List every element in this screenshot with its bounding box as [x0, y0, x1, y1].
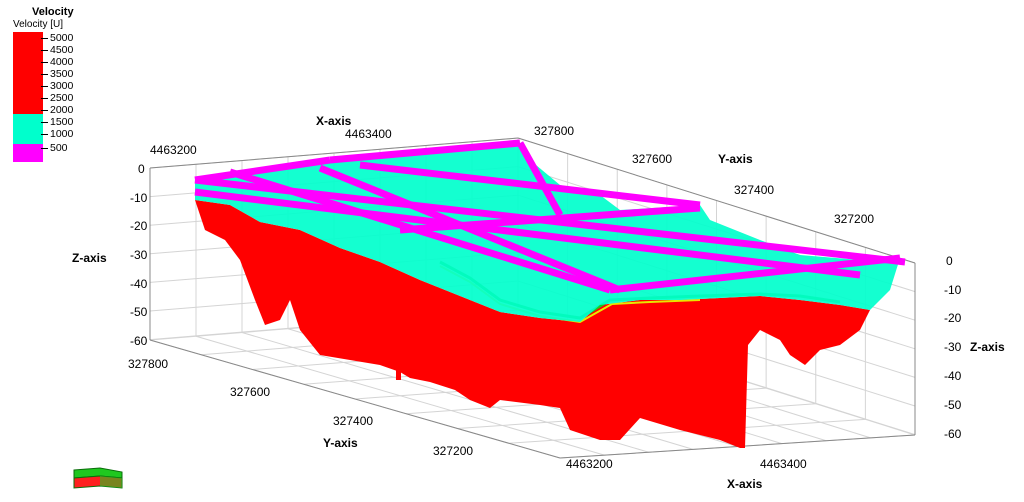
legend-band-cyan [13, 114, 43, 144]
y-axis-line-top [517, 137, 916, 264]
z-tick-left-5: -50 [130, 305, 148, 319]
y-tick-bottom-4: 327200 [433, 444, 473, 458]
legend-title: Velocity [32, 6, 74, 18]
x-tick-bottom-2: 4463400 [760, 457, 807, 471]
legend-band-magenta [13, 144, 43, 162]
z-tick-left-4: -40 [130, 277, 148, 291]
legend-tick-3000: 3000 [41, 81, 73, 92]
y-tick-top-3: 327400 [734, 183, 774, 197]
legend-tick-1000: 1000 [41, 129, 73, 140]
survey-line [194, 188, 861, 279]
z-tick-left-0: 0 [138, 162, 145, 176]
z-tick-right-6: -60 [944, 427, 962, 441]
y-tick-bottom-2: 327600 [230, 385, 270, 399]
x-tick-bottom-1: 4463200 [566, 457, 613, 471]
survey-line [609, 254, 901, 294]
red-spike [396, 338, 401, 380]
x-tick-top-2: 4463400 [345, 127, 392, 141]
y-axis-line-bottom [149, 339, 561, 459]
axis-labels: X-axis 4463200 4463400 327800 327600 Y-a… [72, 114, 1005, 491]
survey-line [318, 164, 622, 294]
survey-line [516, 141, 564, 217]
z-tick-right-3: -30 [944, 340, 962, 354]
z-tick-left-1: -10 [130, 191, 148, 205]
survey-line [194, 156, 331, 184]
y-tick-top-1: 327800 [534, 124, 574, 138]
z-axis-title-left: Z-axis [72, 251, 107, 265]
y-tick-bottom-1: 327800 [128, 357, 168, 371]
legend-color-bar [13, 32, 43, 162]
z-tick-left-6: -60 [130, 334, 148, 348]
z-tick-right-0: 0 [946, 254, 953, 268]
z-tick-left-3: -30 [130, 248, 148, 262]
legend-tick-500: 500 [41, 143, 68, 154]
legend-tick-5000: 5000 [41, 33, 73, 44]
x-axis-line-top [149, 137, 519, 169]
legend-tick-2500: 2500 [41, 93, 73, 104]
y-axis-title-bottom: Y-axis [323, 436, 358, 450]
z-tick-right-5: -50 [944, 398, 962, 412]
y-tick-top-2: 327600 [632, 152, 672, 166]
z-tick-right-2: -20 [944, 311, 962, 325]
legend-tick-2000: 2000 [41, 105, 73, 116]
legend-tick-3500: 3500 [41, 69, 73, 80]
y-tick-top-4: 327200 [834, 212, 874, 226]
x-tick-top-1: 4463200 [150, 143, 197, 157]
z-tick-left-2: -20 [130, 219, 148, 233]
x-axis-title-bottom: X-axis [727, 477, 763, 491]
y-tick-bottom-3: 327400 [333, 414, 373, 428]
legend-tick-1500: 1500 [41, 117, 73, 128]
red-body-shape [195, 200, 870, 448]
z-tick-right-1: -10 [944, 283, 962, 297]
velocity-legend: Velocity Velocity [U] 5000 4500 4000 350… [10, 4, 120, 164]
legend-tick-4500: 4500 [41, 45, 73, 56]
magenta-survey-lines [194, 139, 906, 294]
z-axis-title-right: Z-axis [970, 340, 1005, 354]
orientation-cube-icon[interactable] [72, 464, 132, 494]
survey-line [359, 161, 701, 209]
y-axis-title-top: Y-axis [718, 152, 753, 166]
legend-subtitle: Velocity [U] [13, 19, 64, 30]
z-tick-right-4: -40 [944, 369, 962, 383]
legend-tick-4000: 4000 [41, 57, 73, 68]
survey-line [329, 139, 521, 164]
x-axis-title-top: X-axis [316, 114, 352, 128]
survey-line [399, 204, 701, 234]
legend-band-red [13, 32, 43, 114]
